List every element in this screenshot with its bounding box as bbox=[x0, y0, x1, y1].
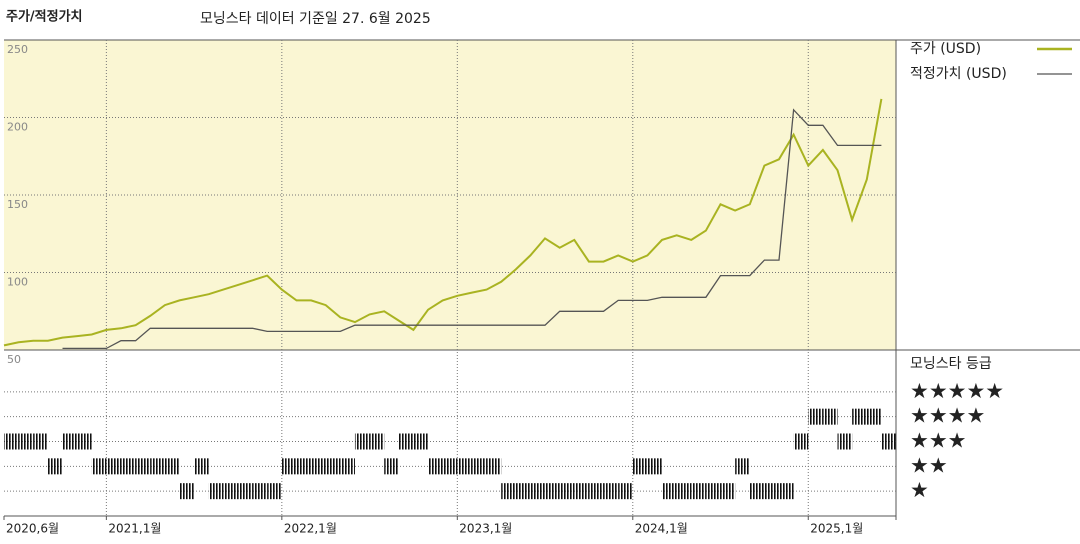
rating-bar bbox=[808, 408, 823, 425]
rating-bar bbox=[296, 458, 312, 475]
rating-bar bbox=[691, 483, 706, 500]
rating-label: ★★★★ bbox=[910, 404, 985, 428]
rating-bar bbox=[413, 433, 429, 450]
rating-title: 모닝스타 등급 bbox=[910, 356, 992, 372]
rating-bar bbox=[179, 483, 195, 500]
rating-bar bbox=[237, 483, 253, 500]
rating-bar bbox=[77, 433, 92, 450]
rating-bar bbox=[281, 458, 297, 475]
rating-bar bbox=[33, 433, 48, 450]
rating-bar bbox=[267, 483, 282, 500]
rating-bar bbox=[632, 458, 648, 475]
series-line bbox=[62, 108, 882, 350]
y-tick-label: 150 bbox=[7, 198, 28, 211]
rating-bar bbox=[164, 458, 180, 475]
rating-bar bbox=[574, 483, 589, 500]
rating-bar bbox=[822, 408, 838, 425]
chart-title: 주가/적정가치 bbox=[6, 9, 83, 25]
rating-bar bbox=[208, 483, 224, 500]
rating-bar bbox=[384, 458, 399, 475]
rating-bar bbox=[559, 483, 575, 500]
rating-bar bbox=[471, 458, 487, 475]
rating-bar bbox=[705, 483, 721, 500]
y-tick-label: 250 bbox=[7, 43, 28, 56]
rating-bar bbox=[735, 458, 750, 475]
rating-bar bbox=[62, 433, 78, 450]
rating-bar bbox=[837, 433, 853, 450]
rating-bar bbox=[369, 433, 385, 450]
rating-label: ★★ bbox=[910, 453, 948, 477]
price-panel-bg bbox=[4, 40, 896, 350]
rating-bar bbox=[662, 483, 677, 500]
rating-bar bbox=[486, 458, 502, 475]
series-line bbox=[3, 98, 883, 347]
rating-bar bbox=[881, 433, 896, 450]
rating-bar bbox=[223, 483, 238, 500]
rating-bar bbox=[793, 433, 809, 450]
rating-bar bbox=[676, 483, 692, 500]
rating-bar bbox=[764, 483, 780, 500]
rating-bar bbox=[501, 483, 516, 500]
rating-bar bbox=[91, 458, 107, 475]
rating-label: ★★★ bbox=[910, 429, 966, 453]
rating-bar bbox=[150, 458, 165, 475]
x-tick-label: 2025,1월 bbox=[810, 522, 863, 536]
rating-bar bbox=[47, 458, 63, 475]
legend-label: 주가 (USD) bbox=[910, 41, 981, 57]
x-tick-label: 2023,1월 bbox=[459, 522, 512, 536]
rating-bar bbox=[866, 408, 882, 425]
rating-bar bbox=[120, 458, 136, 475]
rating-label: ★★★★★ bbox=[910, 379, 1004, 403]
y-tick-label: 50 bbox=[7, 353, 21, 366]
rating-bar bbox=[588, 483, 604, 500]
x-tick-label: 2024,1월 bbox=[635, 522, 688, 536]
rating-bar bbox=[325, 458, 341, 475]
rating-bar bbox=[106, 458, 121, 475]
rating-bar bbox=[603, 483, 619, 500]
rating-bar bbox=[852, 408, 867, 425]
rating-bar bbox=[428, 458, 443, 475]
rating-bar bbox=[647, 458, 663, 475]
y-tick-label: 100 bbox=[7, 276, 28, 289]
rating-bar bbox=[457, 458, 472, 475]
legend-label: 적정가치 (USD) bbox=[910, 66, 1007, 82]
x-tick-label: 2022,1월 bbox=[284, 522, 337, 536]
x-tick-label: 2021,1월 bbox=[108, 522, 161, 536]
rating-bar bbox=[442, 458, 458, 475]
rating-bar bbox=[545, 483, 560, 500]
rating-bar bbox=[515, 483, 531, 500]
rating-bar bbox=[135, 458, 151, 475]
rating-bar bbox=[749, 483, 765, 500]
rating-bar bbox=[720, 483, 736, 500]
chart-subtitle: 모닝스타 데이터 기준일 27. 6월 2025 bbox=[200, 11, 431, 27]
rating-bar bbox=[340, 458, 355, 475]
rating-bar bbox=[398, 433, 414, 450]
rating-bar bbox=[530, 483, 546, 500]
rating-bar bbox=[354, 433, 370, 450]
rating-label: ★ bbox=[910, 478, 929, 502]
rating-bar bbox=[618, 483, 633, 500]
rating-bar bbox=[311, 458, 326, 475]
y-tick-label: 200 bbox=[7, 121, 28, 134]
rating-bar bbox=[194, 458, 209, 475]
x-tick-label: 2020,6월 bbox=[6, 522, 59, 536]
rating-bar bbox=[18, 433, 34, 450]
rating-bar bbox=[4, 433, 19, 450]
rating-bar bbox=[779, 483, 794, 500]
rating-bar bbox=[252, 483, 268, 500]
